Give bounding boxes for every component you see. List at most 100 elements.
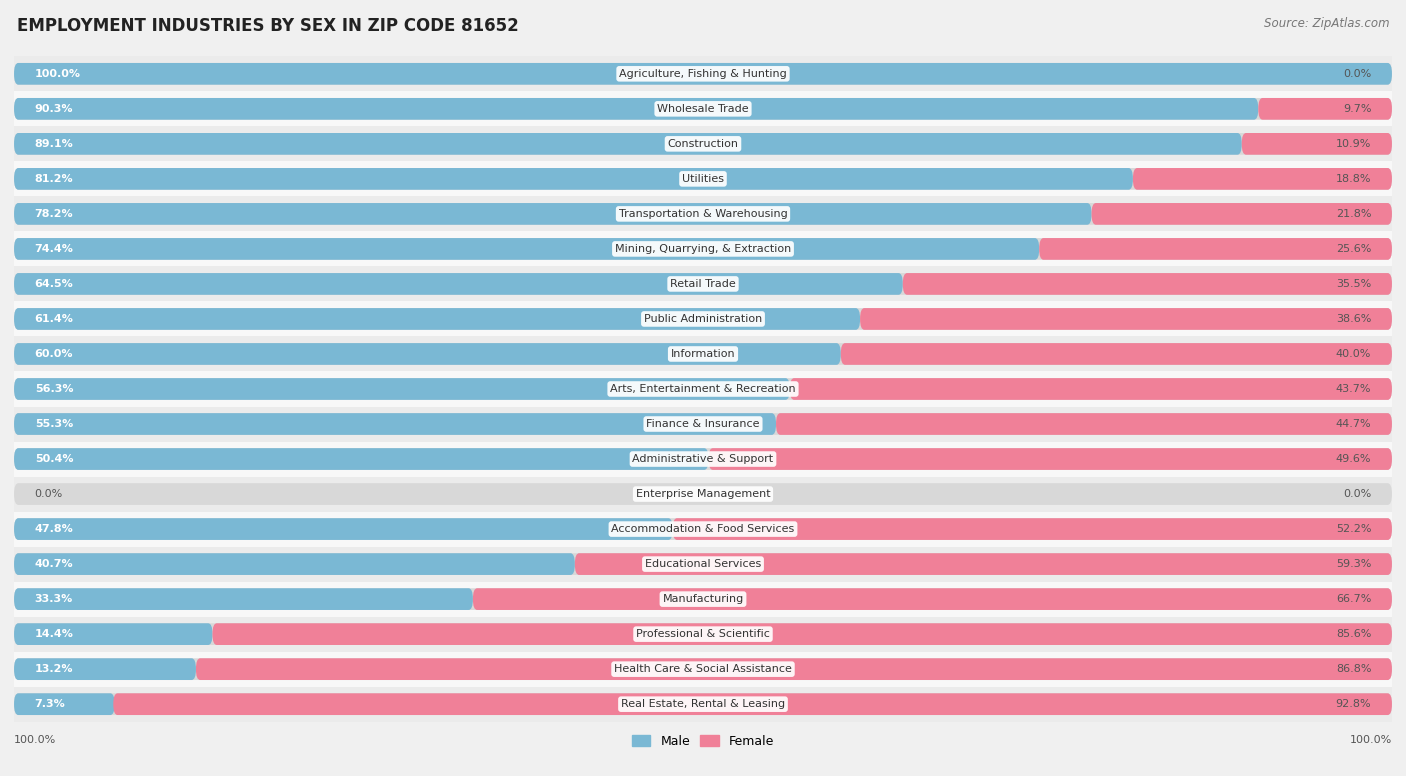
Bar — [14, 511, 1392, 546]
Text: 35.5%: 35.5% — [1336, 279, 1371, 289]
FancyBboxPatch shape — [14, 133, 1241, 154]
Text: 100.0%: 100.0% — [14, 735, 56, 745]
Bar — [14, 301, 1392, 337]
Bar — [14, 196, 1392, 231]
FancyBboxPatch shape — [14, 273, 903, 295]
FancyBboxPatch shape — [14, 238, 1392, 260]
Text: Information: Information — [671, 349, 735, 359]
FancyBboxPatch shape — [14, 413, 1392, 435]
Bar — [14, 546, 1392, 581]
FancyBboxPatch shape — [14, 553, 1392, 575]
Text: Mining, Quarrying, & Extraction: Mining, Quarrying, & Extraction — [614, 244, 792, 254]
Text: Utilities: Utilities — [682, 174, 724, 184]
Text: Health Care & Social Assistance: Health Care & Social Assistance — [614, 664, 792, 674]
Text: 66.7%: 66.7% — [1336, 594, 1371, 604]
Bar — [14, 266, 1392, 301]
Text: Manufacturing: Manufacturing — [662, 594, 744, 604]
Text: Educational Services: Educational Services — [645, 559, 761, 569]
FancyBboxPatch shape — [1133, 168, 1392, 190]
Bar — [14, 687, 1392, 722]
FancyBboxPatch shape — [14, 343, 1392, 365]
Text: 7.3%: 7.3% — [35, 699, 66, 709]
FancyBboxPatch shape — [195, 658, 1392, 680]
FancyBboxPatch shape — [14, 378, 790, 400]
FancyBboxPatch shape — [14, 343, 841, 365]
Text: 38.6%: 38.6% — [1336, 314, 1371, 324]
Text: 60.0%: 60.0% — [35, 349, 73, 359]
Legend: Male, Female: Male, Female — [627, 730, 779, 753]
FancyBboxPatch shape — [14, 623, 212, 645]
Text: Arts, Entertainment & Recreation: Arts, Entertainment & Recreation — [610, 384, 796, 394]
FancyBboxPatch shape — [14, 693, 1392, 715]
Bar — [14, 442, 1392, 476]
FancyBboxPatch shape — [14, 308, 1392, 330]
Text: 43.7%: 43.7% — [1336, 384, 1371, 394]
Text: 14.4%: 14.4% — [35, 629, 73, 639]
Text: 10.9%: 10.9% — [1336, 139, 1371, 149]
Text: 55.3%: 55.3% — [35, 419, 73, 429]
FancyBboxPatch shape — [14, 588, 472, 610]
FancyBboxPatch shape — [860, 308, 1392, 330]
Text: 18.8%: 18.8% — [1336, 174, 1371, 184]
FancyBboxPatch shape — [14, 483, 1392, 505]
Bar — [14, 231, 1392, 266]
Text: Wholesale Trade: Wholesale Trade — [657, 104, 749, 114]
Bar — [14, 372, 1392, 407]
Text: 61.4%: 61.4% — [35, 314, 73, 324]
FancyBboxPatch shape — [14, 553, 575, 575]
Text: Real Estate, Rental & Leasing: Real Estate, Rental & Leasing — [621, 699, 785, 709]
FancyBboxPatch shape — [575, 553, 1392, 575]
FancyBboxPatch shape — [14, 63, 1392, 85]
FancyBboxPatch shape — [14, 63, 1392, 85]
Bar — [14, 337, 1392, 372]
FancyBboxPatch shape — [14, 413, 776, 435]
FancyBboxPatch shape — [14, 203, 1392, 225]
FancyBboxPatch shape — [14, 168, 1392, 190]
FancyBboxPatch shape — [14, 378, 1392, 400]
FancyBboxPatch shape — [14, 203, 1091, 225]
FancyBboxPatch shape — [14, 308, 860, 330]
FancyBboxPatch shape — [14, 133, 1392, 154]
Text: 9.7%: 9.7% — [1343, 104, 1371, 114]
FancyBboxPatch shape — [14, 518, 672, 540]
Text: 44.7%: 44.7% — [1336, 419, 1371, 429]
Text: 0.0%: 0.0% — [1343, 489, 1371, 499]
Text: Finance & Insurance: Finance & Insurance — [647, 419, 759, 429]
FancyBboxPatch shape — [1039, 238, 1392, 260]
FancyBboxPatch shape — [472, 588, 1392, 610]
Text: 86.8%: 86.8% — [1336, 664, 1371, 674]
Bar — [14, 161, 1392, 196]
Text: Construction: Construction — [668, 139, 738, 149]
Bar — [14, 617, 1392, 652]
Text: 90.3%: 90.3% — [35, 104, 73, 114]
Text: 81.2%: 81.2% — [35, 174, 73, 184]
FancyBboxPatch shape — [212, 623, 1392, 645]
FancyBboxPatch shape — [14, 238, 1039, 260]
FancyBboxPatch shape — [14, 588, 1392, 610]
FancyBboxPatch shape — [14, 449, 709, 470]
Text: Public Administration: Public Administration — [644, 314, 762, 324]
Text: 56.3%: 56.3% — [35, 384, 73, 394]
Text: 50.4%: 50.4% — [35, 454, 73, 464]
Text: 40.0%: 40.0% — [1336, 349, 1371, 359]
FancyBboxPatch shape — [14, 693, 115, 715]
FancyBboxPatch shape — [14, 98, 1392, 120]
FancyBboxPatch shape — [14, 658, 195, 680]
FancyBboxPatch shape — [14, 449, 1392, 470]
Bar — [14, 581, 1392, 617]
Text: 47.8%: 47.8% — [35, 524, 73, 534]
Bar — [14, 57, 1392, 92]
Text: Retail Trade: Retail Trade — [671, 279, 735, 289]
Text: 21.8%: 21.8% — [1336, 209, 1371, 219]
Text: Administrative & Support: Administrative & Support — [633, 454, 773, 464]
FancyBboxPatch shape — [1091, 203, 1392, 225]
FancyBboxPatch shape — [114, 693, 1392, 715]
Bar — [14, 92, 1392, 126]
FancyBboxPatch shape — [1258, 98, 1392, 120]
FancyBboxPatch shape — [841, 343, 1392, 365]
Text: 25.6%: 25.6% — [1336, 244, 1371, 254]
Text: 40.7%: 40.7% — [35, 559, 73, 569]
Text: Professional & Scientific: Professional & Scientific — [636, 629, 770, 639]
Text: 78.2%: 78.2% — [35, 209, 73, 219]
Text: 85.6%: 85.6% — [1336, 629, 1371, 639]
